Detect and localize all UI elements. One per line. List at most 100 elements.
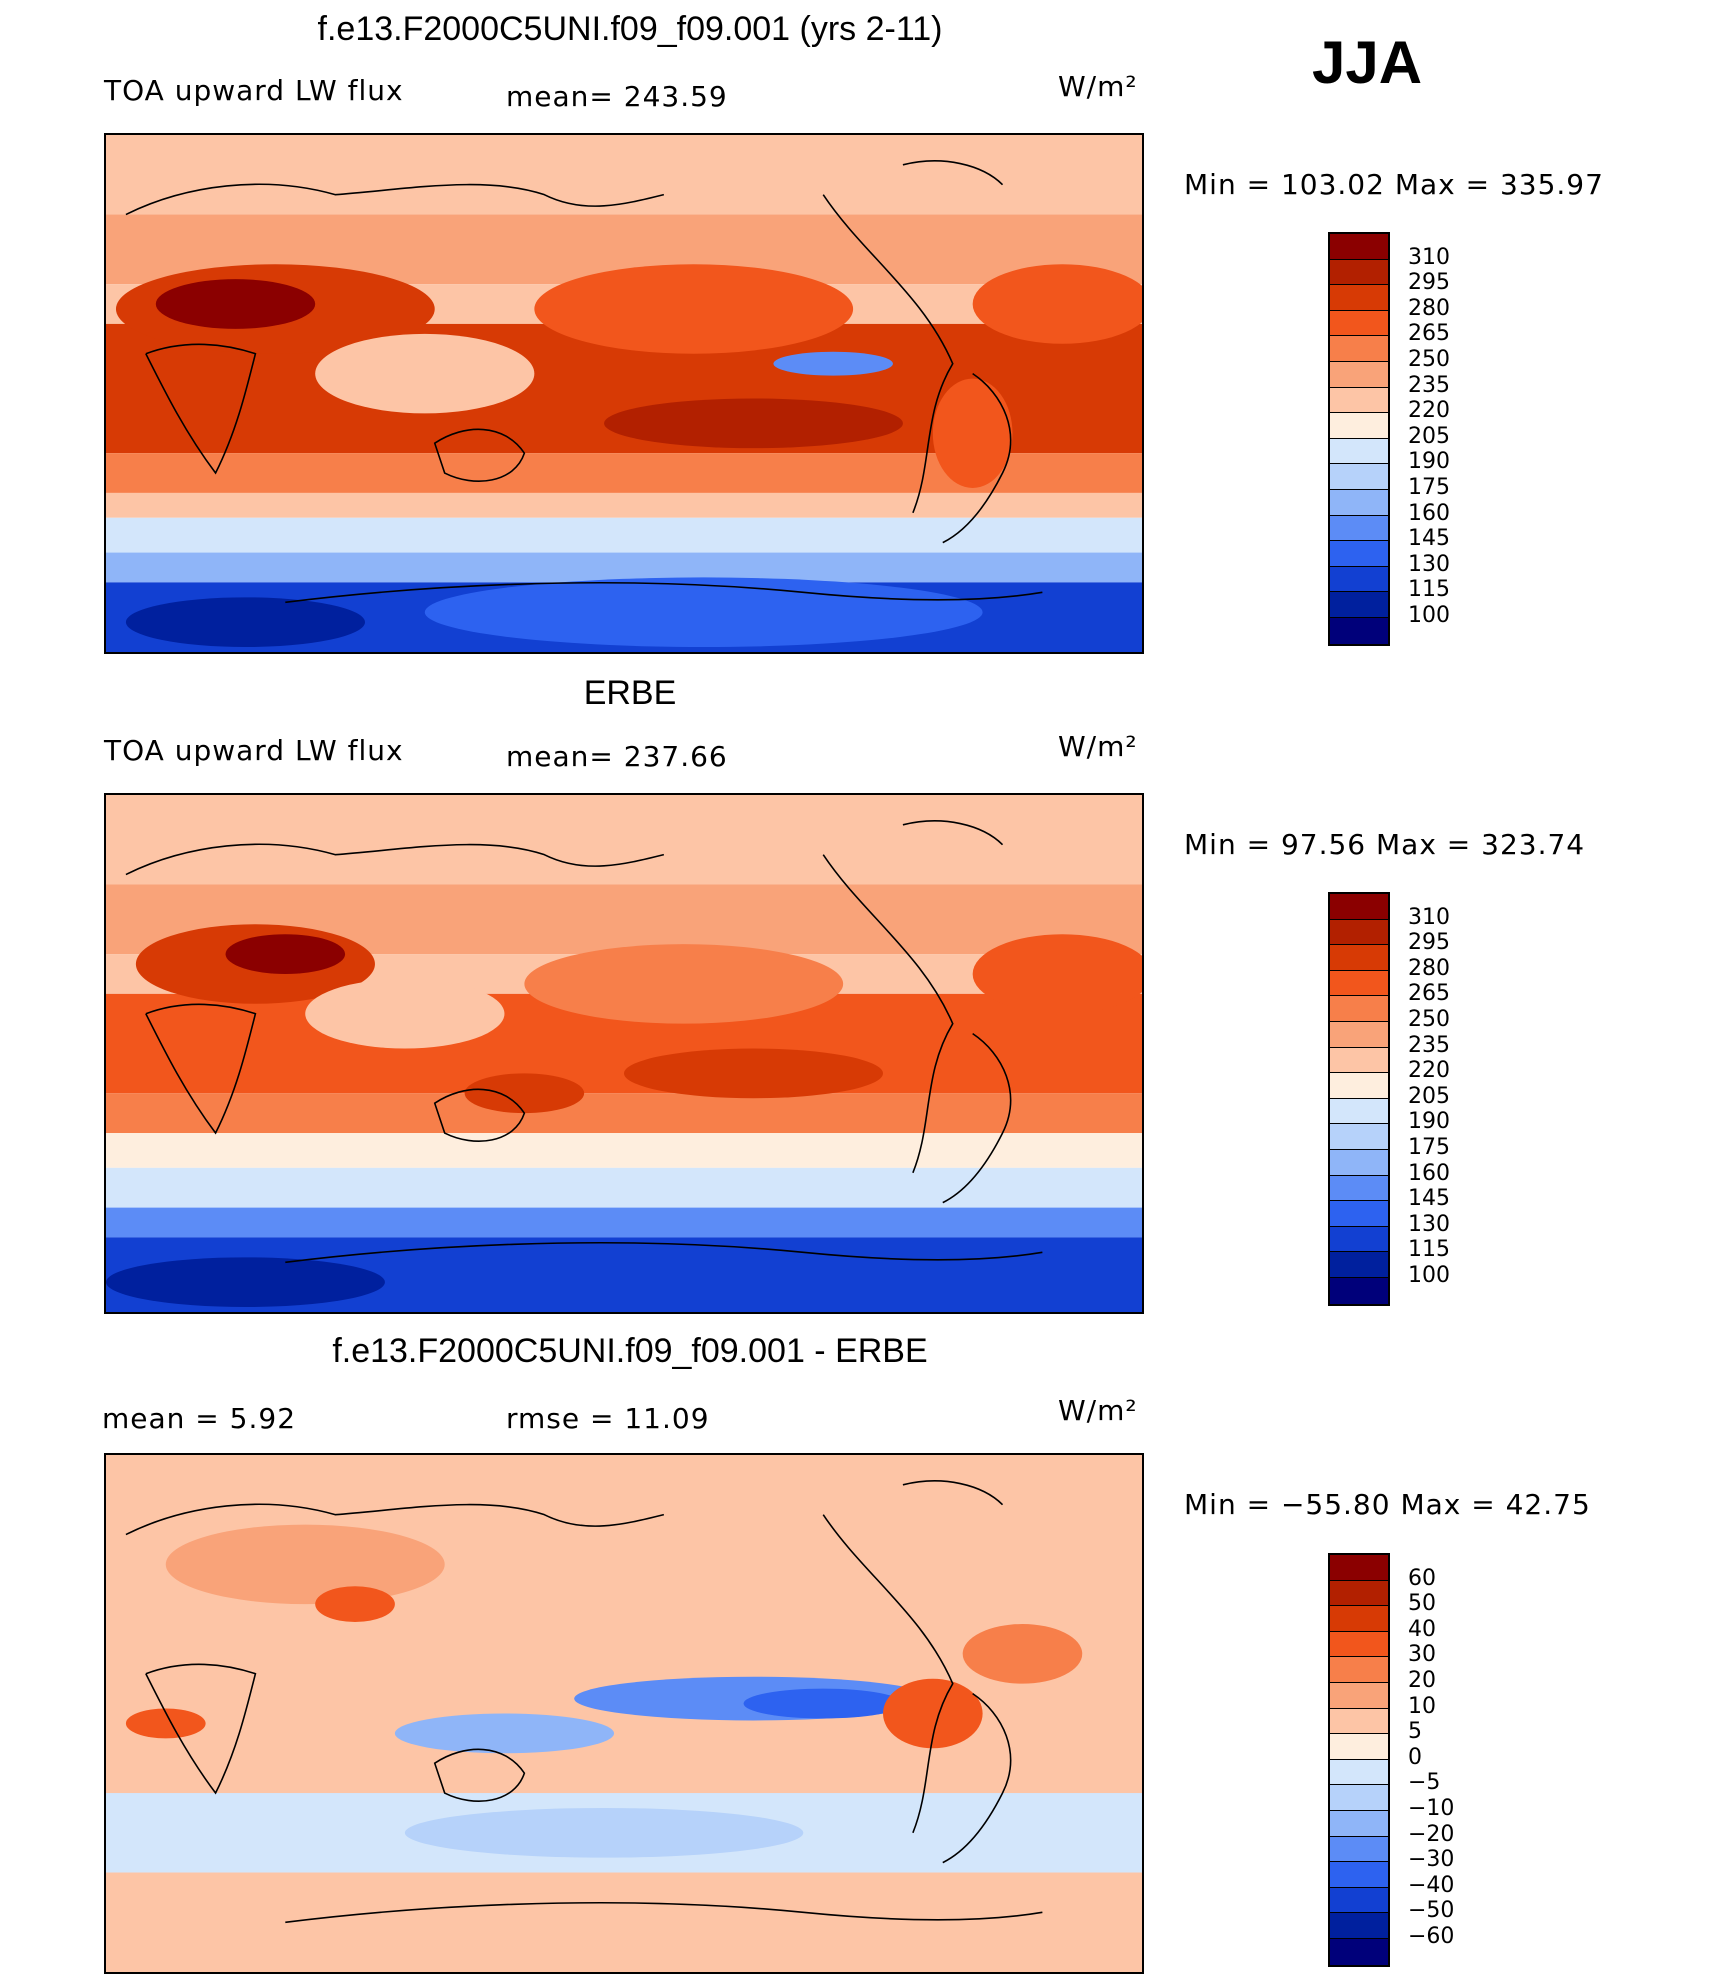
panel-3-rmse-label: rmse = 11.09 <box>506 1402 710 1435</box>
panel-1-colorbar-tick: 205 <box>1408 423 1450 449</box>
panel-1-mean-label: mean= 243.59 <box>506 80 728 113</box>
panel-3-colorbar-box <box>1330 1708 1388 1735</box>
panel-1-colorbar-tick: 190 <box>1408 449 1450 475</box>
panel-2-colorbar-box <box>1330 1201 1388 1227</box>
panel-1-colorbar-tick: 250 <box>1408 347 1450 372</box>
panel-1-colorbar-box <box>1330 541 1388 567</box>
panel-3-colorbar-tick: −10 <box>1408 1796 1455 1821</box>
panel-3-map <box>104 1453 1144 1974</box>
panel-2-colorbar-box <box>1330 1098 1388 1125</box>
panel-3-colorbar-tick: 5 <box>1408 1719 1422 1745</box>
panel-2-colorbar-box <box>1330 1252 1388 1278</box>
panel-1-colorbar-tick: 280 <box>1408 295 1450 321</box>
panel-2-colorbar-tick: 130 <box>1408 1211 1450 1237</box>
panel-3-colorbar-tick: 40 <box>1408 1616 1436 1642</box>
panel-2-units-label: W/m² <box>1058 730 1138 763</box>
panel-3-map-svg <box>106 1455 1142 1972</box>
panel-3-colorbar <box>1328 1553 1390 1967</box>
panel-1-colorbar-tick: 175 <box>1408 475 1450 500</box>
panel-3-units-label: W/m² <box>1058 1394 1138 1427</box>
panel-2-map-svg <box>106 795 1142 1312</box>
panel-2-colorbar-tick: 310 <box>1408 904 1450 930</box>
panel-2-colorbar-box <box>1330 1175 1388 1202</box>
panel-2-colorbar-tick: 280 <box>1408 955 1450 981</box>
panel-2-colorbar <box>1328 892 1390 1306</box>
panel-1-colorbar-box <box>1330 234 1388 260</box>
panel-3-colorbar-tick: −20 <box>1408 1821 1455 1847</box>
panel-3-colorbar-box <box>1330 1810 1388 1837</box>
panel-3-colorbar-tick: 60 <box>1408 1565 1436 1591</box>
panel-2-colorbar-box <box>1330 1277 1388 1304</box>
panel-1-colorbar-tick: 160 <box>1408 500 1450 526</box>
panel-1-map <box>104 133 1144 654</box>
panel-2-colorbar-tick: 235 <box>1408 1032 1450 1058</box>
panel-3-colorbar-tick: 50 <box>1408 1591 1436 1617</box>
panel-1-colorbar-box <box>1330 259 1388 286</box>
panel-2-colorbar-box <box>1330 1149 1388 1176</box>
panel-3-title: f.e13.F2000C5UNI.f09_f09.001 - ERBE <box>332 1332 928 1370</box>
panel-1-colorbar-tick: 265 <box>1408 321 1450 347</box>
panel-2-colorbar-box <box>1330 1073 1388 1099</box>
panel-3-colorbar-box <box>1330 1606 1388 1632</box>
panel-1-colorbar <box>1328 232 1390 646</box>
panel-1-colorbar-box <box>1330 387 1388 414</box>
panel-3-minmax: Min = −55.80 Max = 42.75 <box>1184 1488 1591 1521</box>
panel-2-colorbar-box <box>1330 996 1388 1022</box>
season-label: JJA <box>1312 29 1423 96</box>
panel-3-colorbar-box <box>1330 1938 1388 1965</box>
panel-2-colorbar-box <box>1330 894 1388 920</box>
panel-2-colorbar-tick: 220 <box>1408 1058 1450 1084</box>
panel-2-variable-label: TOA upward LW flux <box>104 734 404 767</box>
panel-2-colorbar-tick: 100 <box>1408 1263 1450 1288</box>
panel-1-colorbar-tick: 145 <box>1408 526 1450 552</box>
panel-3-colorbar-box <box>1330 1734 1388 1760</box>
panel-3-colorbar-box <box>1330 1657 1388 1683</box>
panel-1-colorbar-tick: 310 <box>1408 244 1450 270</box>
panel-1-title: f.e13.F2000C5UNI.f09_f09.001 (yrs 2-11) <box>317 10 943 48</box>
panel-1-colorbar-box <box>1330 310 1388 337</box>
panel-3-colorbar-box <box>1330 1862 1388 1888</box>
panel-2-colorbar-tick: 175 <box>1408 1135 1450 1160</box>
panel-1-colorbar-tick: 235 <box>1408 372 1450 398</box>
panel-1-colorbar-box <box>1330 285 1388 311</box>
panel-1-minmax: Min = 103.02 Max = 335.97 <box>1184 168 1604 201</box>
panel-1-colorbar-box <box>1330 413 1388 439</box>
panel-3-colorbar-box <box>1330 1913 1388 1939</box>
panel-1-colorbar-box <box>1330 566 1388 593</box>
panel-3-mean-label: mean = 5.92 <box>102 1402 297 1435</box>
panel-1-colorbar-box <box>1330 464 1388 490</box>
panel-2-colorbar-box <box>1330 1021 1388 1048</box>
panel-1-colorbar-box <box>1330 617 1388 644</box>
panel-3-colorbar-tick: −50 <box>1408 1898 1455 1924</box>
panel-1-colorbar-box <box>1330 361 1388 388</box>
panel-3-colorbar-box <box>1330 1631 1388 1658</box>
panel-2-minmax: Min = 97.56 Max = 323.74 <box>1184 828 1586 861</box>
panel-3-colorbar-box <box>1330 1887 1388 1914</box>
panel-1-colorbar-tick: 115 <box>1408 577 1450 603</box>
panel-2-colorbar-tick: 295 <box>1408 930 1450 956</box>
panel-2-colorbar-tick: 145 <box>1408 1186 1450 1212</box>
panel-2-colorbar-tick: 250 <box>1408 1007 1450 1032</box>
panel-3-colorbar-box <box>1330 1836 1388 1863</box>
panel-2-colorbar-tick: 160 <box>1408 1160 1450 1186</box>
panel-3-colorbar-tick: 30 <box>1408 1642 1436 1668</box>
panel-3-colorbar-box <box>1330 1759 1388 1786</box>
panel-3-colorbar-tick: −5 <box>1408 1770 1441 1796</box>
panel-3-colorbar-box <box>1330 1580 1388 1607</box>
panel-2-colorbar-tick: 265 <box>1408 981 1450 1007</box>
panel-2-colorbar-box <box>1330 970 1388 997</box>
panel-1-colorbar-box <box>1330 592 1388 618</box>
panel-1-variable-label: TOA upward LW flux <box>104 74 404 107</box>
panel-1-map-svg <box>106 135 1142 652</box>
panel-2-colorbar-box <box>1330 919 1388 946</box>
panel-2-colorbar-box <box>1330 1047 1388 1074</box>
panel-3-colorbar-tick: −40 <box>1408 1872 1455 1898</box>
panel-1-units-label: W/m² <box>1058 70 1138 103</box>
panel-2-colorbar-tick: 115 <box>1408 1237 1450 1263</box>
panel-3-colorbar-tick: 20 <box>1408 1668 1436 1693</box>
panel-1-colorbar-tick: 130 <box>1408 551 1450 577</box>
panel-1-colorbar-box <box>1330 336 1388 362</box>
panel-2-colorbar-box <box>1330 1226 1388 1253</box>
panel-2-mean-label: mean= 237.66 <box>506 740 728 773</box>
panel-2-colorbar-box <box>1330 1124 1388 1150</box>
